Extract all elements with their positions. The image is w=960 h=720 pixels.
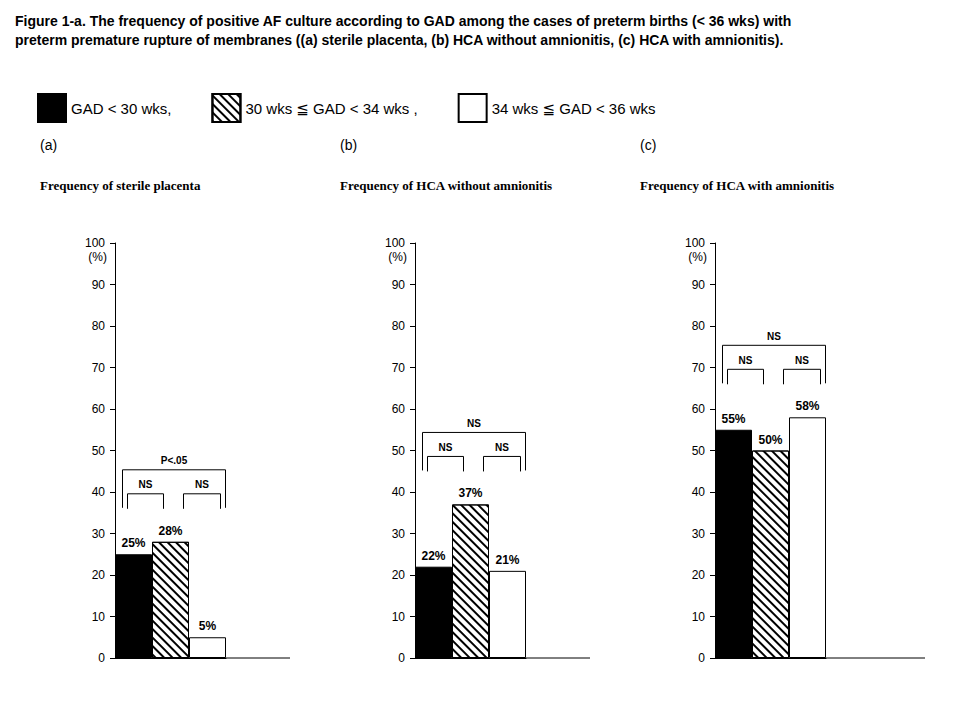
svg-text:80: 80 [92,319,106,333]
svg-text:60: 60 [392,402,406,416]
svg-text:NS: NS [495,442,509,453]
svg-text:21%: 21% [495,553,519,567]
svg-text:34 wks ≦ GAD < 36 wks: 34 wks ≦ GAD < 36 wks [492,100,656,117]
svg-text:Frequency of HCA without amnio: Frequency of HCA without amnionitis [340,178,552,193]
svg-text:10: 10 [392,610,406,624]
svg-text:(%): (%) [88,250,107,264]
svg-text:100: 100 [85,236,105,250]
svg-text:80: 80 [392,319,406,333]
svg-text:50%: 50% [758,433,782,447]
svg-text:NS: NS [467,418,481,429]
svg-text:P<.05: P<.05 [161,455,188,466]
svg-text:90: 90 [692,278,706,292]
svg-text:58%: 58% [795,399,819,413]
svg-text:(c): (c) [640,137,656,153]
svg-text:10: 10 [692,610,706,624]
svg-text:28%: 28% [158,524,182,538]
svg-text:90: 90 [92,278,106,292]
svg-text:22%: 22% [421,549,445,563]
svg-text:30 wks ≦ GAD < 34 wks ,: 30 wks ≦ GAD < 34 wks , [245,100,417,117]
svg-text:Frequency of HCA with amnionit: Frequency of HCA with amnionitis [640,178,834,193]
svg-text:50: 50 [392,444,406,458]
svg-text:Figure 1-a. The frequency of p: Figure 1-a. The frequency of positive AF… [15,13,791,29]
svg-text:NS: NS [767,331,781,342]
svg-text:Frequency of sterile placenta: Frequency of sterile placenta [40,178,201,193]
svg-text:20: 20 [692,568,706,582]
svg-text:GAD < 30 wks,: GAD < 30 wks, [71,100,171,117]
svg-text:20: 20 [92,568,106,582]
svg-text:30: 30 [92,527,106,541]
svg-text:30: 30 [692,527,706,541]
svg-text:55%: 55% [721,412,745,426]
svg-text:70: 70 [92,361,106,375]
svg-text:0: 0 [398,651,405,665]
svg-text:0: 0 [698,651,705,665]
svg-text:70: 70 [692,361,706,375]
svg-text:NS: NS [739,355,753,366]
svg-text:60: 60 [92,402,106,416]
svg-text:NS: NS [795,355,809,366]
svg-text:50: 50 [692,444,706,458]
svg-text:(a): (a) [40,137,57,153]
svg-text:90: 90 [392,278,406,292]
svg-text:NS: NS [139,479,153,490]
svg-text:25%: 25% [121,536,145,550]
svg-text:30: 30 [392,527,406,541]
svg-text:37%: 37% [458,486,482,500]
svg-text:40: 40 [92,485,106,499]
svg-text:(%): (%) [388,250,407,264]
svg-text:(b): (b) [340,137,357,153]
svg-text:0: 0 [98,651,105,665]
svg-text:5%: 5% [199,619,217,633]
svg-text:40: 40 [392,485,406,499]
svg-text:50: 50 [92,444,106,458]
svg-text:60: 60 [692,402,706,416]
svg-text:NS: NS [439,442,453,453]
svg-text:80: 80 [692,319,706,333]
svg-text:10: 10 [92,610,106,624]
svg-text:100: 100 [385,236,405,250]
svg-text:70: 70 [392,361,406,375]
svg-text:(%): (%) [688,250,707,264]
svg-text:40: 40 [692,485,706,499]
svg-text:NS: NS [195,479,209,490]
svg-text:20: 20 [392,568,406,582]
svg-text:100: 100 [685,236,705,250]
svg-text:preterm premature rupture of m: preterm premature rupture of membranes (… [15,32,783,48]
